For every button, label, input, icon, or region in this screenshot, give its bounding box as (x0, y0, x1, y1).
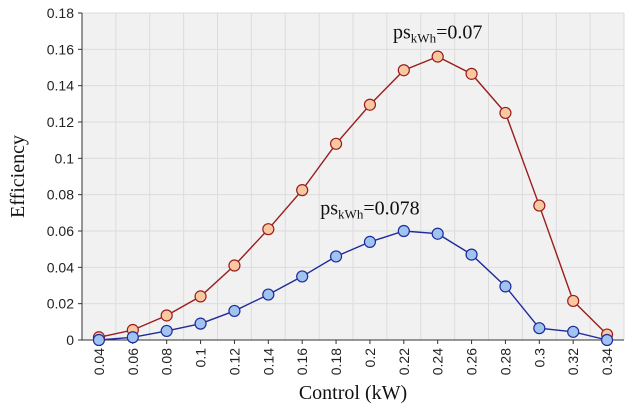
data-point (126, 331, 139, 344)
x-tick-label: 0.3 (531, 348, 547, 368)
y-tick-label: 0 (66, 332, 74, 348)
data-point (431, 50, 444, 63)
data-point (296, 184, 309, 197)
x-tick-label: 0.34 (599, 348, 615, 375)
data-point (533, 199, 546, 212)
axes (81, 13, 624, 341)
y-tick-label: 0.12 (47, 114, 74, 130)
data-point (363, 98, 377, 111)
data-point (567, 294, 580, 308)
x-tick-label: 0.04 (91, 348, 107, 375)
data-point (160, 309, 173, 322)
data-point (499, 280, 512, 293)
x-tick-label: 0.22 (396, 348, 412, 375)
x-tick-label: 0.28 (497, 348, 513, 375)
x-tick-label: 0.16 (294, 348, 310, 375)
data-point (228, 304, 241, 318)
x-tick-label: 0.06 (125, 348, 141, 375)
y-axis-label: Efficiency (7, 135, 29, 218)
data-point (228, 259, 241, 272)
data-point (262, 223, 275, 236)
y-tick-label: 0.06 (47, 223, 74, 239)
x-tick-label: 0.18 (328, 348, 344, 375)
y-tick-label: 0.16 (47, 41, 74, 57)
annotations: pskWh=0.07 pskWh=0.078 (320, 21, 482, 221)
data-point (397, 64, 410, 77)
x-tick-labels: 0.04 0.06 0.08 0.1 0.12 0.14 0.16 0.18 0.2 0.22 0.… (91, 340, 615, 375)
data-point (397, 224, 410, 238)
x-tick-label: 0.32 (565, 348, 581, 375)
x-tick-label: 0.1 (193, 348, 209, 368)
data-point (499, 106, 512, 120)
series-line (98, 230, 608, 341)
y-tick-label: 0.08 (47, 187, 74, 203)
y-tick-labels: 0 0.02 0.04 0.06 0.08 0.1 0.12 0.14 0.16 0.18 (47, 5, 82, 348)
y-tick-label: 0.04 (47, 259, 74, 275)
data-point (533, 322, 546, 335)
data-point (329, 137, 343, 150)
data-point (329, 250, 343, 263)
x-tick-label: 0.14 (260, 348, 276, 375)
data-point (431, 227, 444, 240)
data-point (465, 67, 478, 80)
data-point (160, 324, 173, 338)
data-point (600, 333, 614, 347)
data-point (465, 248, 478, 261)
data-point (92, 333, 106, 347)
data-point (567, 325, 580, 338)
y-tick-label: 0.14 (47, 78, 74, 94)
data-point (194, 290, 207, 303)
data-point (194, 317, 207, 330)
series-2 (92, 224, 614, 347)
data-point (296, 270, 309, 283)
x-tick-label: 0.12 (226, 348, 242, 375)
x-tick-label: 0.24 (430, 348, 446, 375)
data-point (363, 235, 377, 248)
y-tick-label: 0.18 (47, 5, 74, 21)
x-axis-label: Control (kW) (299, 382, 407, 404)
series-annotation: pskWh=0.07 (393, 21, 482, 45)
series-annotation: pskWh=0.078 (320, 198, 419, 222)
x-tick-label: 0.08 (159, 348, 175, 375)
series (92, 50, 614, 347)
x-tick-label: 0.2 (362, 348, 378, 368)
x-tick-label: 0.26 (464, 348, 480, 375)
data-point (262, 288, 275, 301)
y-tick-label: 0.02 (47, 296, 74, 312)
y-tick-label: 0.1 (55, 150, 75, 166)
series-line (98, 55, 608, 338)
